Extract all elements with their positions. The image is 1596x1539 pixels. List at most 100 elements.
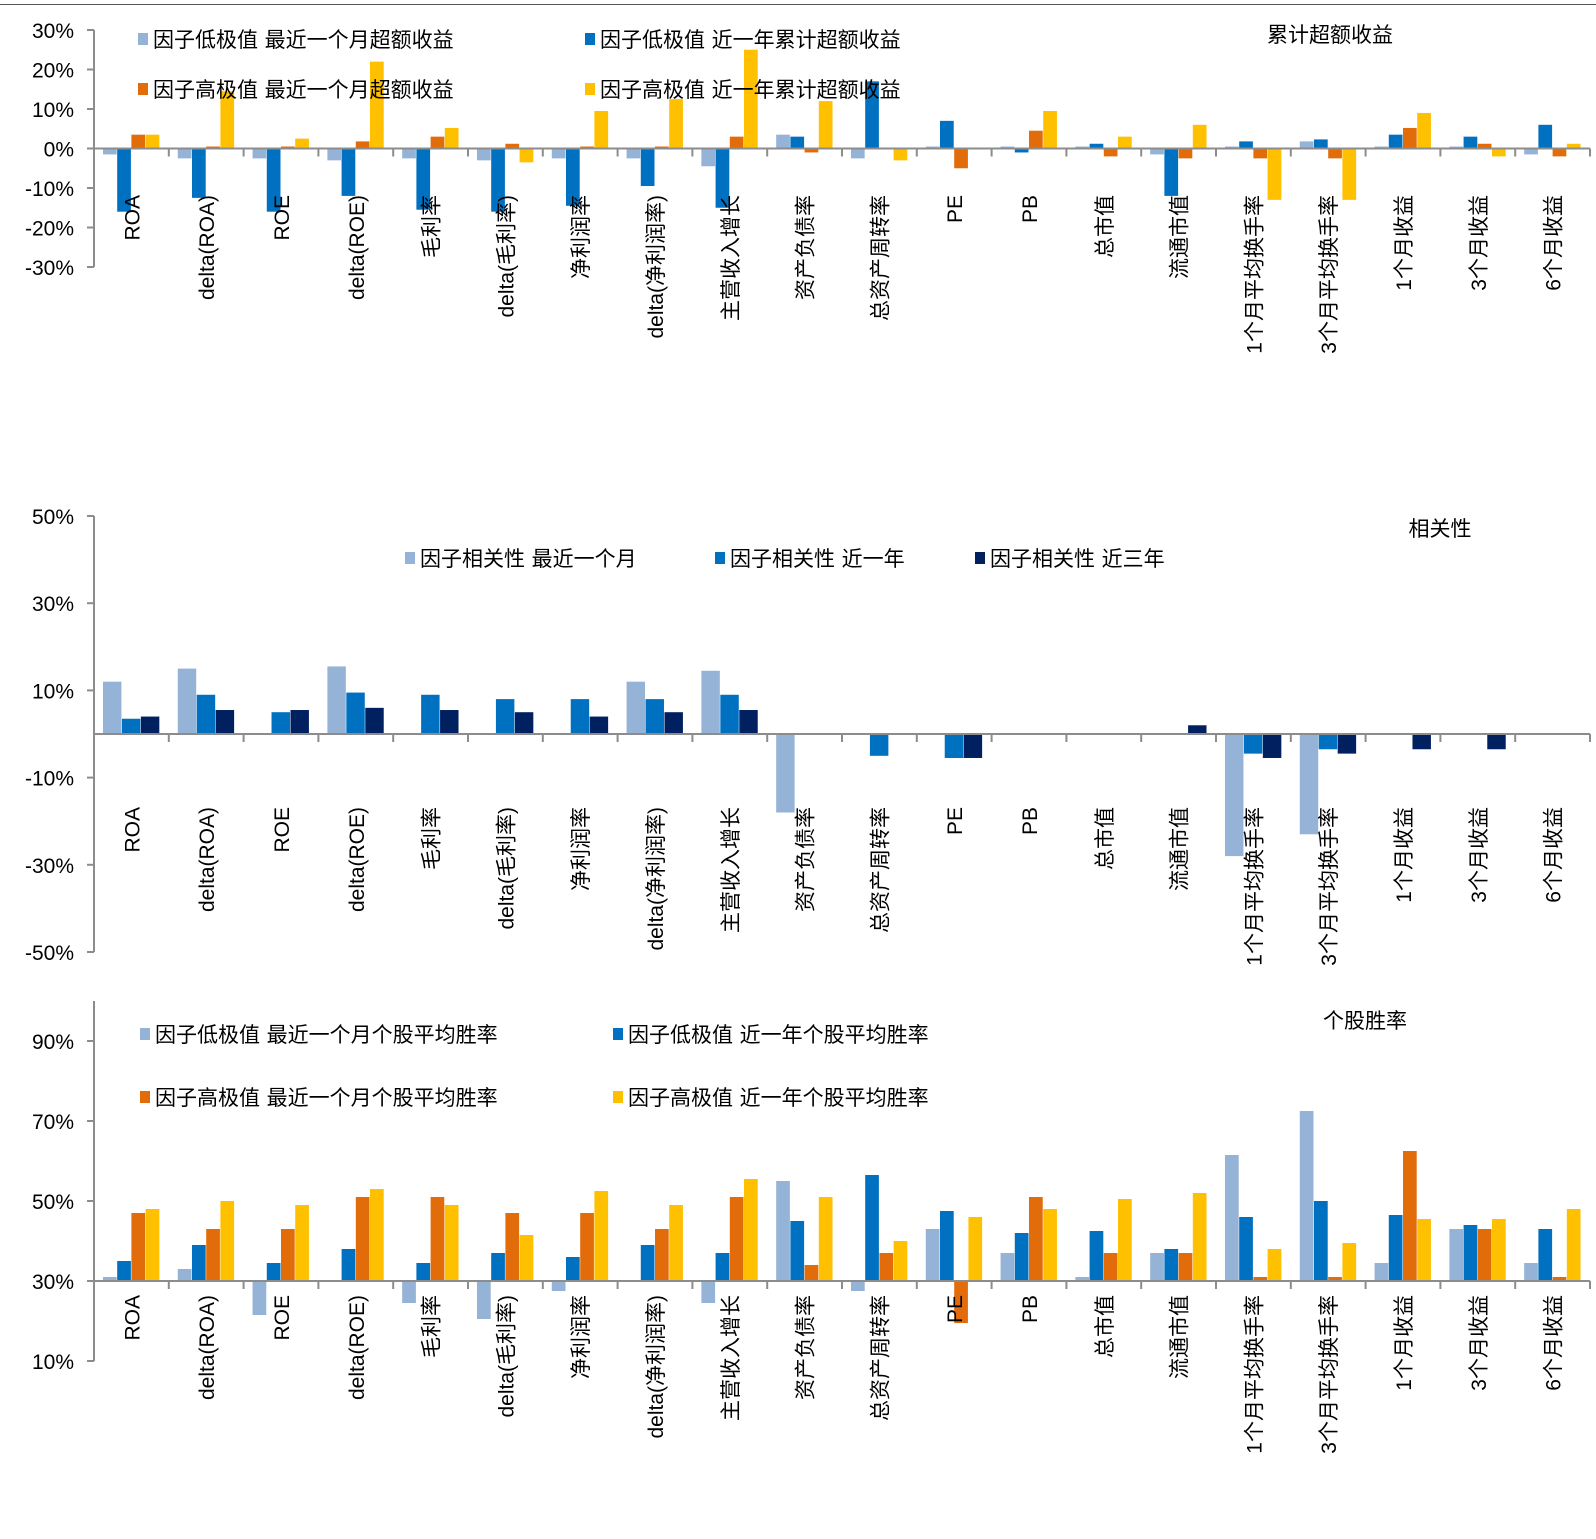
legend-label: 因子高极值 最近一个月超额收益 (153, 78, 454, 102)
bar-mid_blue (1164, 1249, 1179, 1281)
x-category-label: ROA (121, 195, 144, 241)
bar-orange (1477, 1229, 1492, 1281)
bar-mid_blue (865, 81, 879, 149)
bar-mid_blue (1313, 1201, 1328, 1281)
bar-navy (290, 710, 309, 734)
bar-light_blue (476, 148, 491, 161)
bar-orange (1103, 1253, 1118, 1281)
bar-gold (893, 148, 908, 161)
bar-light_blue (776, 134, 790, 149)
bar-gold (370, 61, 384, 149)
bar-mid_blue (491, 148, 505, 212)
x-category-label: PB (1019, 807, 1042, 835)
bar-mid_blue (715, 1253, 730, 1281)
bar-mid_blue (1164, 148, 1179, 196)
bar-light_blue (701, 670, 720, 734)
y-tick-label: 50% (32, 506, 74, 529)
bar-mid_blue (196, 694, 216, 734)
x-category-label: 流通市值 (1169, 1295, 1192, 1379)
chart-factor-correlation: 50% 30% 10% -10% -30% -50% ROA delta(ROA) ROE del… (25, 506, 1591, 966)
x-category-label: 主营收入增长 (720, 1295, 743, 1421)
x-category-label: 总资产周转率 (869, 1295, 892, 1421)
x-category-label: delta(ROA) (196, 195, 219, 300)
bar-navy (1188, 725, 1207, 734)
bar-light_blue (1224, 1155, 1239, 1281)
bar-light_blue (327, 148, 342, 161)
y-tick-label: 50% (32, 1191, 74, 1214)
bar-mid_blue (1388, 134, 1403, 149)
legend-label: 因子高极值 最近一个月个股平均胜率 (155, 1086, 498, 1110)
bar-orange (729, 136, 744, 149)
bar-mid_blue (1538, 1229, 1553, 1281)
bar-light_blue (1224, 734, 1244, 857)
legend-swatch-orange (138, 83, 148, 95)
x-category-label: 3个月收益 (1468, 195, 1491, 291)
bar-gold (145, 1209, 160, 1281)
bar-light_blue (850, 148, 865, 159)
bar-gold (519, 148, 534, 163)
x-category-label: 6个月收益 (1543, 807, 1566, 903)
bar-light_blue (476, 1281, 491, 1319)
bar-gold (744, 1179, 758, 1281)
bar-gold (1118, 1199, 1132, 1281)
bar-gold (220, 91, 235, 149)
bar-mid_blue (266, 148, 281, 212)
bar-orange (1552, 1277, 1567, 1281)
legend-label: 因子相关性 最近一个月 (420, 547, 637, 571)
bar-mid_blue (346, 692, 365, 734)
bar-orange (505, 143, 520, 149)
legend-label: 因子低极值 近一年累计超额收益 (600, 28, 901, 52)
bar-light_blue (402, 1281, 416, 1303)
x-category-label: 1个月平均换手率 (1243, 195, 1266, 354)
bar-mid_blue (117, 1261, 131, 1281)
bar-mid_blue (1089, 1231, 1104, 1281)
x-category-label: 主营收入增长 (720, 195, 743, 321)
bar-light_blue (177, 1269, 192, 1281)
bar-light_blue (1374, 1263, 1389, 1281)
y-tick-label: 30% (32, 1271, 74, 1294)
bar-orange (580, 1213, 594, 1281)
bar-mid_blue (416, 1263, 431, 1281)
bar-orange (1029, 1197, 1043, 1281)
bar-mid_blue (565, 148, 580, 206)
bar-light_blue (1449, 1229, 1464, 1281)
bar-light_blue (1524, 148, 1538, 155)
bar-mid_blue (640, 1245, 655, 1281)
x-category-label: ROA (121, 1295, 144, 1341)
bar-orange (954, 148, 968, 169)
bar-orange (729, 1197, 744, 1281)
bar-gold (1043, 1209, 1057, 1281)
x-category-label: delta(净利润率) (645, 807, 668, 951)
bar-mid_blue (1318, 734, 1338, 750)
x-category-label: 1个月收益 (1393, 195, 1416, 291)
bar-mid_blue (1313, 139, 1328, 149)
legend-label: 因子高极值 近一年累计超额收益 (600, 78, 901, 102)
bar-navy (589, 716, 609, 734)
bar-gold (1566, 143, 1581, 149)
bar-mid_blue (117, 148, 131, 212)
bar-mid_blue (865, 1175, 879, 1281)
x-category-label: 总资产周转率 (869, 807, 892, 933)
legend-label: 因子高极值 近一年个股平均胜率 (628, 1086, 929, 1110)
bar-light_blue (701, 148, 716, 167)
x-category-label: delta(毛利率) (495, 195, 518, 318)
bar-mid_blue (1014, 148, 1029, 153)
bar-orange (954, 1281, 968, 1323)
x-category-label: 净利润率 (570, 807, 593, 891)
legend-swatch-mid_blue (715, 552, 725, 564)
bar-orange (879, 1253, 894, 1281)
bar-gold (1043, 110, 1057, 149)
legend-label: 因子相关性 近三年 (990, 547, 1165, 571)
bar-navy (739, 710, 758, 734)
bar-navy (440, 710, 459, 734)
x-category-label: 3个月收益 (1468, 1295, 1491, 1391)
bar-mid_blue (1538, 124, 1553, 149)
bar-gold (295, 1205, 309, 1281)
bar-orange (1328, 148, 1342, 159)
x-category-label: 净利润率 (570, 1295, 593, 1379)
bar-mid_blue (495, 699, 515, 734)
bar-mid_blue (640, 148, 655, 187)
bar-orange (1253, 148, 1268, 159)
bar-orange (505, 1213, 520, 1281)
bar-orange (281, 1229, 295, 1281)
